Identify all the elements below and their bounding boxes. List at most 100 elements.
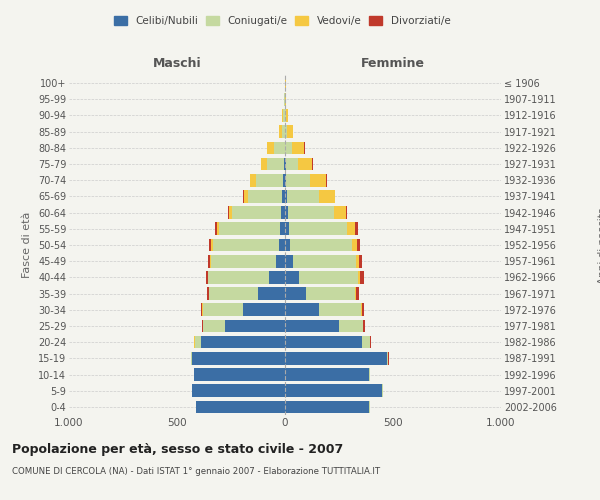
Bar [213, 238, 279, 252]
Bar [248, 190, 283, 202]
Bar [282, 109, 283, 122]
Bar [209, 288, 258, 300]
Text: COMUNE DI CERCOLA (NA) - Dati ISTAT 1° gennaio 2007 - Elaborazione TUTTITALIA.IT: COMUNE DI CERCOLA (NA) - Dati ISTAT 1° g… [12, 468, 380, 476]
Text: Maschi: Maschi [152, 57, 202, 70]
Bar [250, 174, 256, 186]
Bar [369, 368, 370, 381]
Bar [244, 190, 248, 202]
Bar [326, 174, 327, 186]
Bar [286, 158, 298, 170]
Bar [276, 255, 285, 268]
Bar [299, 271, 358, 283]
Bar [386, 352, 388, 364]
Bar [267, 142, 274, 154]
Bar [285, 126, 287, 138]
Bar [285, 222, 289, 235]
Bar [261, 158, 267, 170]
Bar [362, 336, 370, 348]
Bar [340, 320, 363, 332]
Bar [287, 190, 319, 202]
Bar [334, 206, 346, 219]
Bar [346, 206, 347, 219]
Bar [202, 320, 203, 332]
Bar [285, 352, 386, 364]
Bar [201, 336, 285, 348]
Bar [224, 320, 285, 332]
Bar [364, 320, 365, 332]
Bar [289, 222, 347, 235]
Bar [286, 142, 292, 154]
Bar [211, 238, 213, 252]
Bar [203, 320, 224, 332]
Bar [207, 288, 209, 300]
Bar [208, 255, 210, 268]
Y-axis label: Fasce di età: Fasce di età [22, 212, 32, 278]
Bar [217, 222, 218, 235]
Bar [285, 190, 287, 202]
Bar [210, 255, 211, 268]
Bar [278, 126, 282, 138]
Bar [310, 174, 326, 186]
Bar [232, 206, 281, 219]
Bar [192, 352, 285, 364]
Bar [355, 222, 358, 235]
Bar [283, 174, 285, 186]
Text: Popolazione per età, sesso e stato civile - 2007: Popolazione per età, sesso e stato civil… [12, 442, 343, 456]
Bar [279, 238, 285, 252]
Bar [243, 304, 285, 316]
Bar [360, 271, 364, 283]
Bar [229, 206, 232, 219]
Bar [286, 174, 310, 186]
Bar [282, 126, 285, 138]
Bar [319, 304, 361, 316]
Text: Femmine: Femmine [361, 57, 425, 70]
Bar [256, 174, 283, 186]
Bar [285, 238, 290, 252]
Bar [215, 222, 217, 235]
Bar [218, 222, 280, 235]
Bar [203, 304, 243, 316]
Bar [292, 142, 304, 154]
Bar [283, 109, 285, 122]
Bar [287, 126, 293, 138]
Bar [227, 206, 229, 219]
Bar [290, 238, 352, 252]
Bar [293, 255, 356, 268]
Bar [285, 271, 299, 283]
Bar [209, 238, 211, 252]
Bar [285, 255, 293, 268]
Bar [362, 304, 364, 316]
Bar [285, 304, 319, 316]
Bar [288, 206, 334, 219]
Bar [285, 400, 369, 413]
Bar [359, 255, 362, 268]
Bar [285, 384, 382, 397]
Bar [347, 222, 355, 235]
Bar [285, 109, 286, 122]
Bar [355, 288, 356, 300]
Legend: Celibi/Nubili, Coniugati/e, Vedovi/e, Divorziati/e: Celibi/Nubili, Coniugati/e, Vedovi/e, Di… [110, 12, 454, 29]
Bar [352, 238, 357, 252]
Bar [206, 271, 208, 283]
Bar [286, 109, 288, 122]
Bar [284, 158, 285, 170]
Bar [285, 288, 305, 300]
Bar [274, 142, 284, 154]
Bar [356, 288, 359, 300]
Bar [267, 158, 284, 170]
Bar [356, 255, 359, 268]
Bar [285, 206, 288, 219]
Bar [298, 158, 313, 170]
Bar [285, 174, 286, 186]
Bar [285, 158, 286, 170]
Bar [192, 384, 285, 397]
Bar [285, 320, 340, 332]
Bar [201, 304, 202, 316]
Bar [195, 336, 201, 348]
Bar [194, 368, 285, 381]
Bar [361, 304, 362, 316]
Y-axis label: Anni di nascita: Anni di nascita [598, 206, 600, 284]
Bar [284, 93, 285, 106]
Bar [191, 352, 192, 364]
Bar [357, 238, 360, 252]
